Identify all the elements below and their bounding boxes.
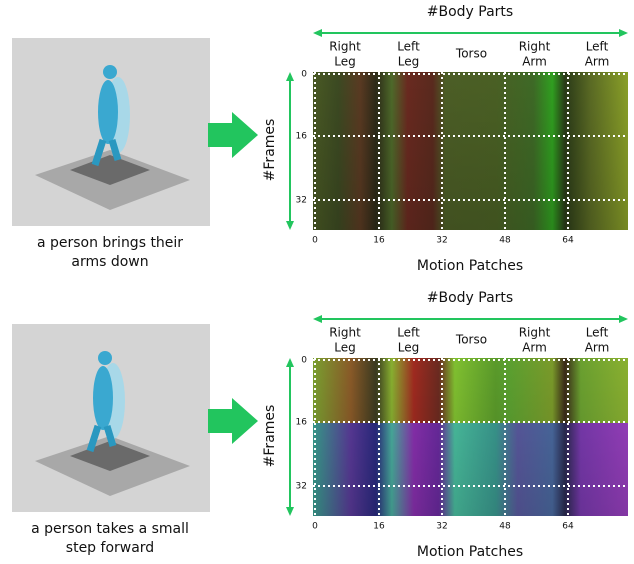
figure-head — [98, 351, 112, 365]
x-tick-label: 48 — [499, 236, 511, 246]
part-label: Leg — [334, 341, 355, 355]
part-label: Leg — [398, 55, 419, 69]
x-tick-label: 0 — [312, 236, 318, 246]
side-label: #Frames — [262, 119, 278, 182]
part-label: Right — [329, 40, 361, 54]
top-label: #Body Parts — [427, 290, 513, 306]
figure-body — [93, 366, 113, 430]
x-tick-label: 64 — [562, 236, 574, 246]
part-label: Torso — [455, 333, 487, 347]
part-label: Left — [397, 326, 420, 340]
x-tick-label: 64 — [562, 522, 574, 532]
y-tick-label: 16 — [296, 132, 308, 142]
y-tick-label: 0 — [301, 356, 307, 366]
arrow-head — [286, 72, 294, 81]
y-tick-label: 32 — [296, 482, 307, 492]
part-label: Arm — [585, 341, 610, 355]
heatmap-shade — [313, 72, 628, 230]
arrow — [208, 112, 258, 158]
top-label: #Body Parts — [427, 4, 513, 20]
part-label: Leg — [334, 55, 355, 69]
figure-body — [98, 80, 118, 144]
y-tick-label: 0 — [301, 70, 307, 80]
y-tick-label: 16 — [296, 418, 308, 428]
part-label: Right — [329, 326, 361, 340]
x-tick-label: 16 — [373, 522, 385, 532]
caption: a person takes a small — [31, 521, 189, 537]
part-label: Right — [519, 326, 551, 340]
caption: arms down — [71, 254, 148, 270]
panels: a person brings their arms down #Body Part… — [12, 4, 628, 560]
arrow-head — [619, 315, 628, 323]
x-tick-label: 48 — [499, 522, 511, 532]
arrow-head — [286, 358, 294, 367]
x-tick-label: 32 — [436, 522, 447, 532]
part-label: Torso — [455, 47, 487, 61]
part-label: Left — [586, 40, 609, 54]
arrow-head — [313, 29, 322, 37]
part-label: Leg — [398, 341, 419, 355]
part-label: Left — [586, 326, 609, 340]
side-label: #Frames — [262, 405, 278, 468]
part-label: Arm — [522, 55, 547, 69]
arrow — [208, 398, 258, 444]
caption: a person brings their — [37, 235, 183, 251]
x-tick-label: 0 — [312, 522, 318, 532]
part-label: Arm — [585, 55, 610, 69]
bottom-label: Motion Patches — [417, 258, 523, 274]
heatmap-shade — [313, 358, 628, 516]
figure: a person brings their arms down #Body Part… — [0, 0, 634, 564]
x-tick-label: 32 — [436, 236, 447, 246]
arrow-head — [286, 221, 294, 230]
arrow-head — [286, 507, 294, 516]
part-label: Right — [519, 40, 551, 54]
y-tick-label: 32 — [296, 196, 307, 206]
bottom-label: Motion Patches — [417, 544, 523, 560]
arrow-head — [619, 29, 628, 37]
x-tick-label: 16 — [373, 236, 385, 246]
caption: step forward — [66, 540, 154, 556]
figure-head — [103, 65, 117, 79]
part-label: Left — [397, 40, 420, 54]
part-label: Arm — [522, 341, 547, 355]
arrow-head — [313, 315, 322, 323]
